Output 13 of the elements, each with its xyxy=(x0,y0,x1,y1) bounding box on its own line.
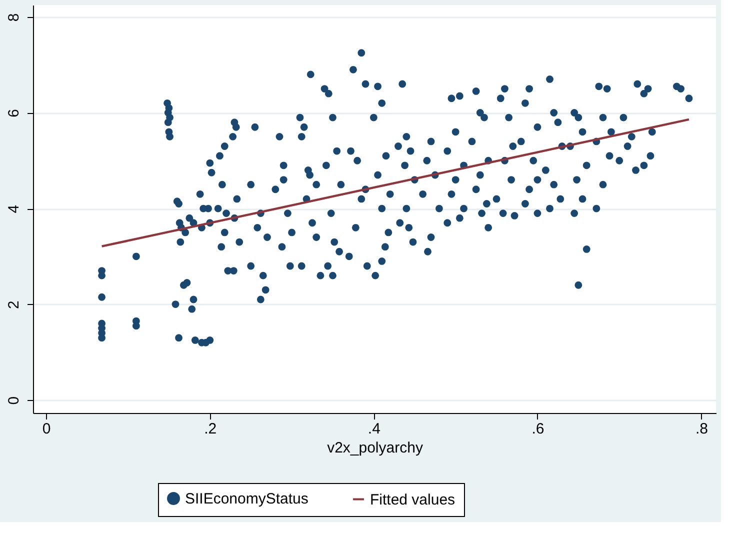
y-tick-label: 6 xyxy=(6,109,22,118)
y-tick-label: 0 xyxy=(6,396,22,405)
x-tick-label: .4 xyxy=(368,420,380,438)
x-axis-title: v2x_polyarchy xyxy=(327,440,424,456)
x-tick-label: .2 xyxy=(204,420,217,438)
x-tick-label: 0 xyxy=(42,420,51,438)
y-tick-label: 4 xyxy=(6,204,22,214)
legend-label: SIIEconomyStatus xyxy=(185,490,308,508)
x-tick-label: .6 xyxy=(532,420,544,438)
y-tick-label: 2 xyxy=(6,300,22,309)
x-tick-label: .8 xyxy=(696,420,708,438)
legend-label: Fitted values xyxy=(370,491,456,508)
y-tick-label: 8 xyxy=(6,13,22,22)
